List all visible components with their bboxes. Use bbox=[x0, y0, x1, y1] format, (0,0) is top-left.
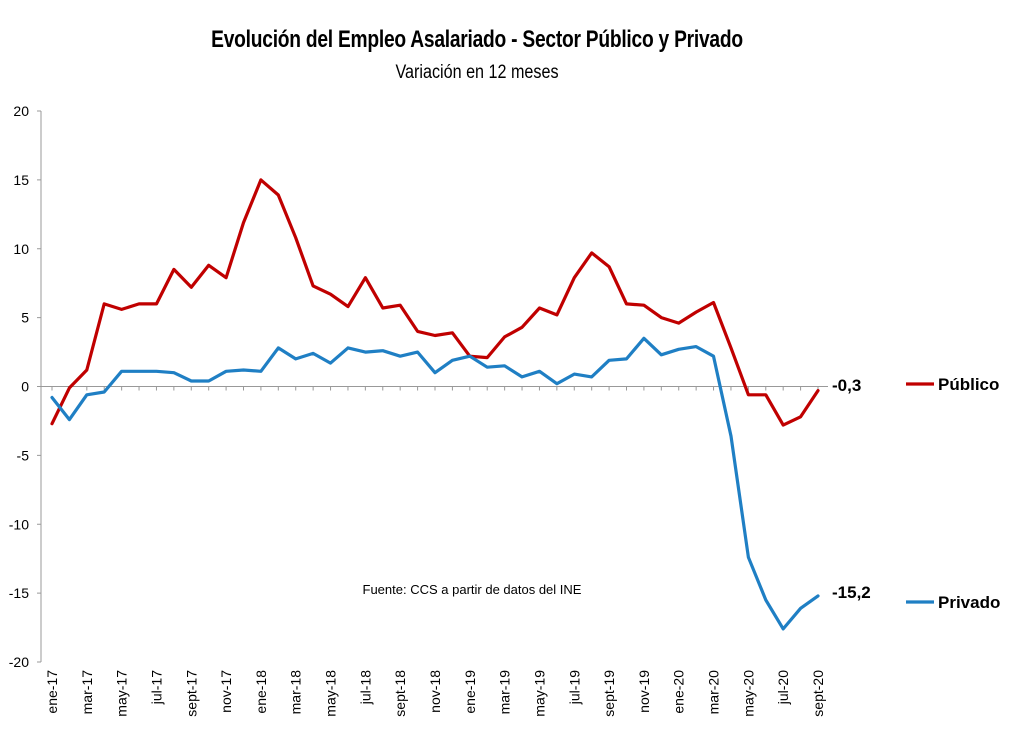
y-tick-label: 5 bbox=[21, 310, 29, 326]
x-tick-label: sept-18 bbox=[392, 670, 408, 717]
x-tick-label: may-19 bbox=[531, 670, 547, 717]
x-tick-label: may-17 bbox=[114, 670, 130, 717]
x-tick-label: nov-18 bbox=[427, 670, 443, 713]
x-axis: ene-17 mar-17 may-17 jul-17 sept-17 nov-17 ene… bbox=[41, 386, 828, 717]
y-tick-label: -5 bbox=[17, 447, 30, 463]
legend: Público Privado bbox=[906, 375, 1000, 612]
y-tick-label: 20 bbox=[13, 103, 29, 119]
x-tick-label: sept-19 bbox=[601, 670, 617, 717]
x-tick-label: nov-17 bbox=[218, 670, 234, 713]
chart-title: Evolución del Empleo Asalariado - Sector… bbox=[211, 26, 743, 53]
x-tick-label: ene-20 bbox=[671, 670, 687, 714]
end-value-label: -15,2 bbox=[832, 583, 871, 602]
legend-label: Público bbox=[938, 375, 999, 394]
x-tick-label: may-18 bbox=[323, 670, 339, 717]
x-tick-label: sept-20 bbox=[810, 670, 826, 717]
y-tick-label: -20 bbox=[9, 654, 29, 670]
x-tick-label: mar-18 bbox=[288, 670, 304, 715]
x-tick-label: mar-20 bbox=[706, 670, 722, 715]
y-tick-label: 15 bbox=[13, 172, 29, 188]
legend-label: Privado bbox=[938, 593, 1000, 612]
y-tick-label: 10 bbox=[13, 241, 29, 257]
x-tick-label: ene-19 bbox=[462, 670, 478, 714]
end-value-label: -0,3 bbox=[832, 376, 861, 395]
x-tick-label: may-20 bbox=[740, 670, 756, 717]
chart-subtitle: Variación en 12 meses bbox=[395, 62, 559, 83]
x-tick-label: jul-17 bbox=[148, 670, 164, 705]
series-layer bbox=[50, 178, 820, 631]
x-tick-label: mar-19 bbox=[497, 670, 513, 715]
series-line-publico bbox=[50, 178, 820, 427]
x-tick-label: sept-17 bbox=[183, 670, 199, 717]
x-tick-label: jul-18 bbox=[357, 670, 373, 705]
source-note: Fuente: CCS a partir de datos del INE bbox=[363, 582, 582, 597]
y-tick-label: -15 bbox=[9, 585, 29, 601]
x-tick-label: nov-19 bbox=[636, 670, 652, 713]
x-tick-label: ene-17 bbox=[44, 670, 60, 714]
x-tick-label: jul-19 bbox=[566, 670, 582, 705]
series-line-privado bbox=[50, 336, 820, 631]
x-tick-label: mar-17 bbox=[79, 670, 95, 715]
end-labels: -0,3 -15,2 bbox=[832, 376, 871, 602]
y-axis: 20 15 10 5 0 -5 -10 -15 -20 bbox=[9, 103, 42, 670]
y-tick-label: -10 bbox=[9, 516, 29, 532]
y-tick-label: 0 bbox=[21, 379, 29, 395]
x-tick-label: jul-20 bbox=[775, 670, 791, 705]
x-tick-label: ene-18 bbox=[253, 670, 269, 714]
